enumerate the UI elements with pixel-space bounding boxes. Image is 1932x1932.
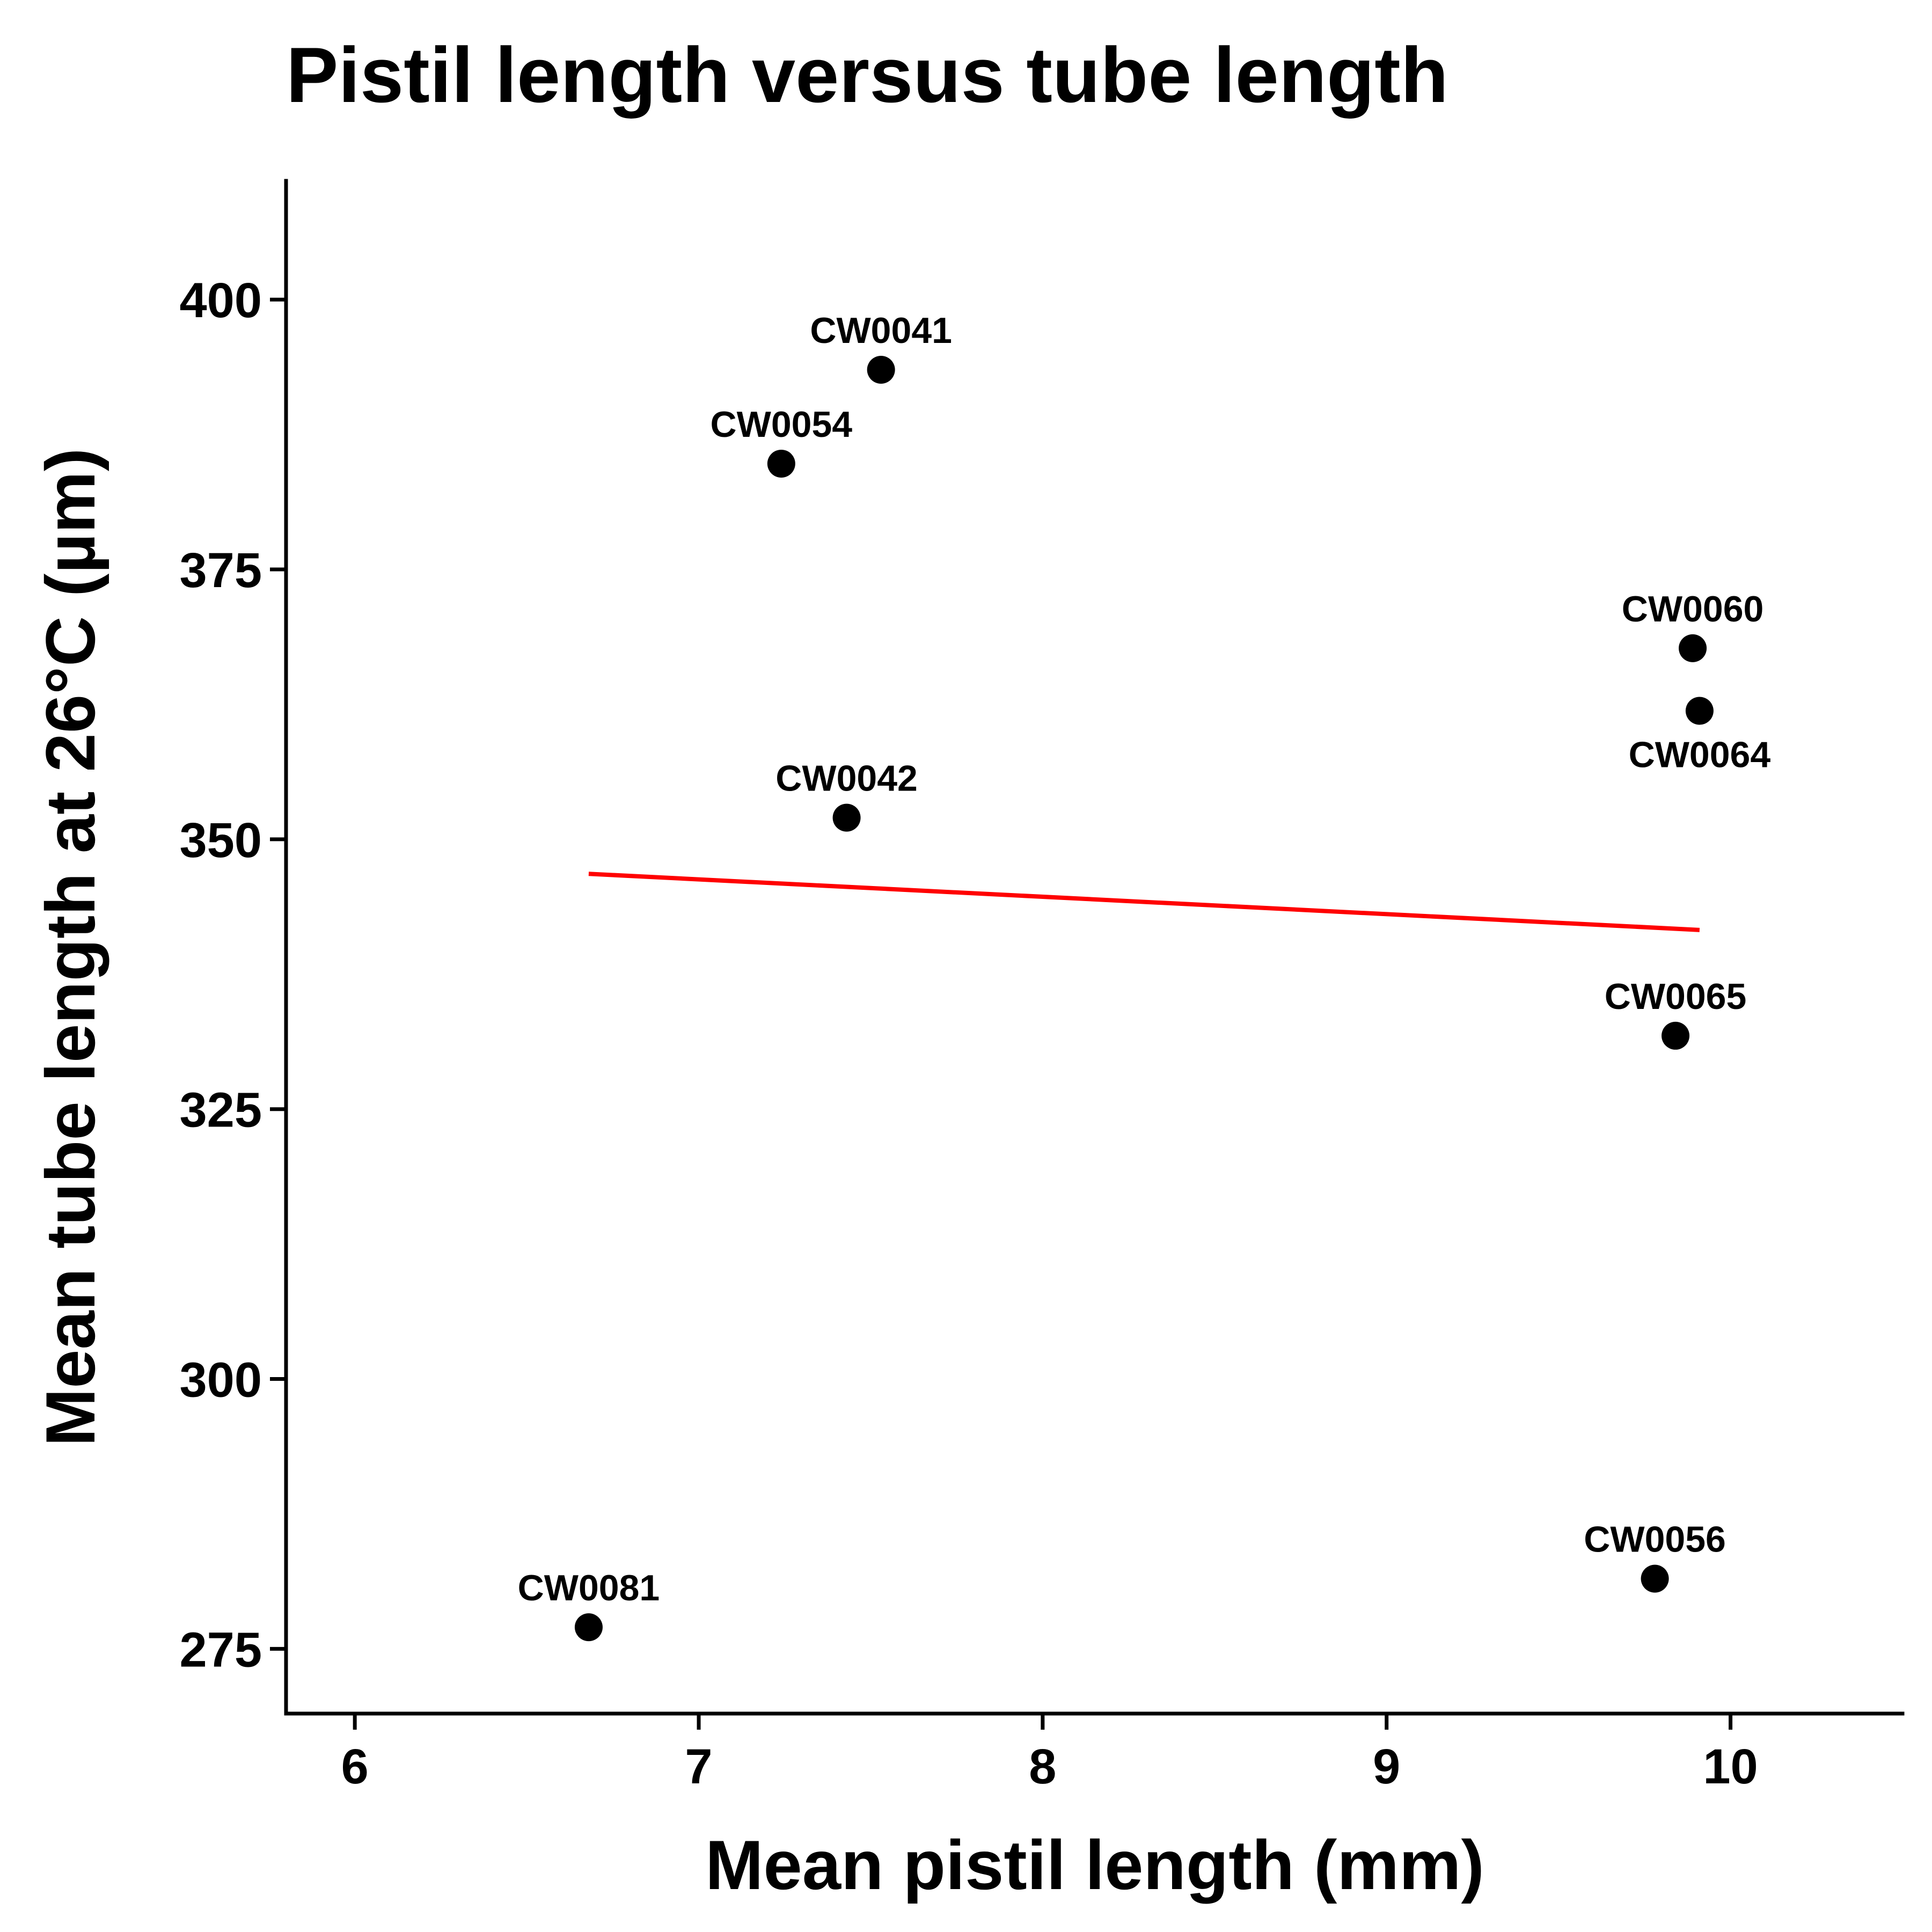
y-tick-label: 375 [180, 543, 262, 598]
data-label-cw0042: CW0042 [775, 758, 918, 799]
y-tick-label: 325 [180, 1083, 262, 1138]
data-point-cw0081 [574, 1613, 603, 1642]
data-point-cw0056 [1641, 1564, 1669, 1593]
data-label-cw0064: CW0064 [1629, 735, 1771, 775]
data-point-cw0041 [867, 355, 895, 384]
data-point-cw0054 [767, 449, 795, 478]
y-tick-label: 275 [180, 1622, 262, 1677]
data-label-cw0060: CW0060 [1622, 589, 1764, 630]
data-label-cw0081: CW0081 [518, 1568, 660, 1608]
data-label-cw0065: CW0065 [1605, 976, 1747, 1017]
data-label-cw0041: CW0041 [810, 310, 952, 351]
trend-line [588, 872, 1700, 932]
data-point-cw0060 [1679, 634, 1707, 662]
x-axis-title: Mean pistil length (mm) [705, 1826, 1484, 1904]
chart-title: Pistil length versus tube length [286, 31, 1448, 119]
y-axis-ticks: 275 300 325 350 375 400 [180, 273, 286, 1677]
data-label-cw0056: CW0056 [1584, 1519, 1726, 1560]
x-tick-label: 9 [1373, 1739, 1400, 1794]
y-tick-label: 350 [180, 813, 262, 868]
data-point-cw0064 [1685, 697, 1714, 725]
x-tick-label: 8 [1029, 1739, 1056, 1794]
y-tick-label: 400 [180, 273, 262, 328]
x-tick-label: 6 [341, 1739, 369, 1794]
y-tick-label: 300 [180, 1353, 262, 1408]
x-tick-label: 7 [685, 1739, 712, 1794]
x-tick-label: 10 [1703, 1739, 1758, 1794]
y-axis-title: Mean tube length at 26°C (µm) [31, 448, 109, 1446]
x-axis-ticks: 6 7 8 9 10 [341, 1714, 1758, 1794]
data-point-cw0065 [1662, 1021, 1690, 1050]
data-point-cw0042 [832, 803, 861, 832]
data-label-cw0054: CW0054 [711, 404, 853, 445]
data-point-labels: CW0041 CW0054 CW0060 CW0064 CW0042 CW0065 CW00… [518, 310, 1771, 1608]
data-points [574, 355, 1714, 1642]
